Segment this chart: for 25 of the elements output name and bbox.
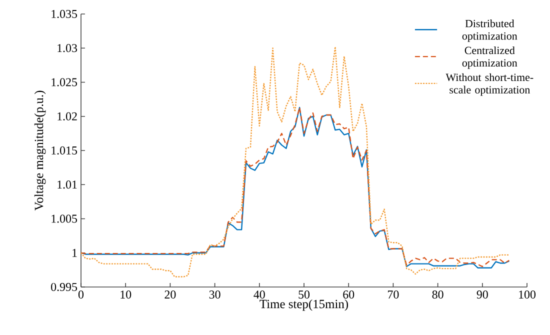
y-tick-label: 1.015 bbox=[52, 146, 78, 155]
y-tick-label: 1.025 bbox=[52, 78, 78, 86]
x-tick-label: 30 bbox=[209, 290, 220, 299]
y-axis-title: Voltage magnitude(p.u.) bbox=[34, 90, 46, 211]
y-tick-label: 1.035 bbox=[52, 10, 78, 18]
x-tick-label: 0 bbox=[78, 290, 84, 299]
x-tick-label: 20 bbox=[164, 290, 176, 299]
x-tick-label: 100 bbox=[519, 290, 536, 299]
y-tick-label: 1 bbox=[72, 248, 77, 257]
x-tick-label: 10 bbox=[120, 290, 132, 299]
legend-label: Without short-time-scale optimization bbox=[446, 73, 534, 96]
x-axis-title: Time step(15min) bbox=[260, 299, 348, 311]
y-tick-label: 1.01 bbox=[58, 180, 77, 189]
x-tick-label: 70 bbox=[388, 290, 399, 299]
y-tick-label: 0.995 bbox=[51, 282, 78, 292]
x-tick-label: 60 bbox=[343, 290, 354, 299]
y-tick-label: 1.005 bbox=[52, 214, 78, 223]
y-tick-label: 1.03 bbox=[58, 44, 78, 52]
x-tick-label: 50 bbox=[298, 290, 310, 299]
legend-label: Distributed optimization bbox=[462, 20, 518, 42]
x-tick-label: 80 bbox=[432, 290, 444, 299]
x-tick-label: 90 bbox=[476, 290, 488, 299]
y-tick-label: 1.02 bbox=[58, 112, 77, 120]
legend-label: Centralized optimization bbox=[462, 46, 518, 69]
x-tick-label: 40 bbox=[254, 290, 265, 299]
